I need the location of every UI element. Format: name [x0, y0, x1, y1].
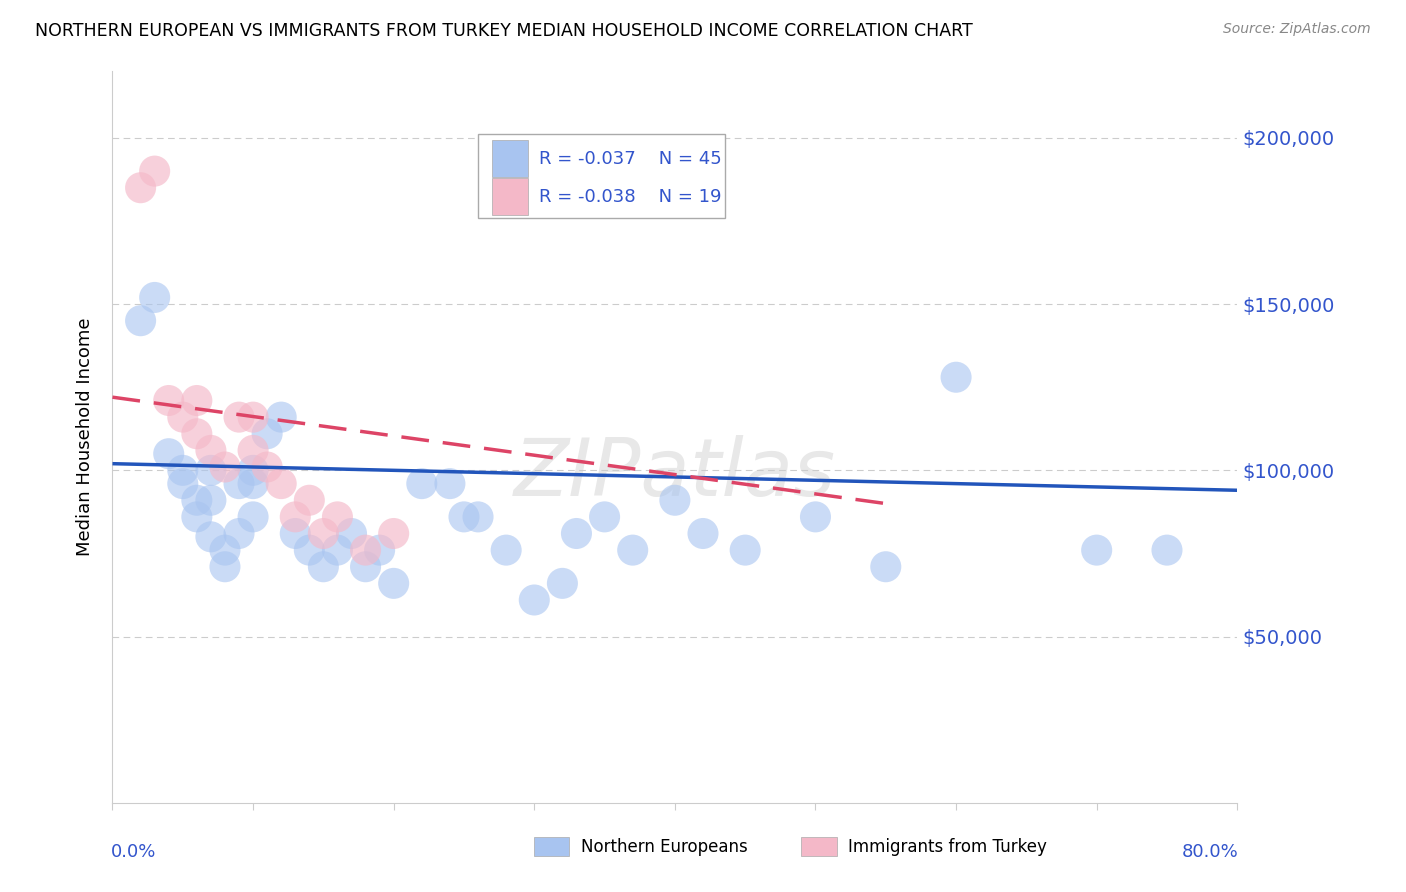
Point — [157, 393, 180, 408]
Point — [312, 526, 335, 541]
Point — [143, 164, 166, 178]
Point — [200, 493, 222, 508]
Point — [298, 543, 321, 558]
Point — [214, 460, 236, 475]
Y-axis label: Median Household Income: Median Household Income — [76, 318, 94, 557]
Point — [200, 463, 222, 477]
Point — [326, 509, 349, 524]
Text: Northern Europeans: Northern Europeans — [581, 838, 748, 855]
Point — [200, 530, 222, 544]
Point — [1085, 543, 1108, 558]
Point — [242, 443, 264, 458]
Text: Source: ZipAtlas.com: Source: ZipAtlas.com — [1223, 22, 1371, 37]
Text: 80.0%: 80.0% — [1181, 843, 1239, 861]
Point — [664, 493, 686, 508]
Point — [875, 559, 897, 574]
Point — [453, 509, 475, 524]
Text: R = -0.038    N = 19: R = -0.038 N = 19 — [538, 187, 721, 206]
FancyBboxPatch shape — [478, 134, 725, 218]
Point — [439, 476, 461, 491]
Point — [228, 410, 250, 425]
Text: R = -0.037    N = 45: R = -0.037 N = 45 — [538, 150, 721, 168]
Point — [312, 559, 335, 574]
Point — [256, 460, 278, 475]
Point — [129, 180, 152, 194]
Point — [200, 443, 222, 458]
Point — [593, 509, 616, 524]
Point — [242, 476, 264, 491]
Point — [326, 543, 349, 558]
Point — [228, 476, 250, 491]
FancyBboxPatch shape — [492, 140, 527, 177]
Text: Immigrants from Turkey: Immigrants from Turkey — [848, 838, 1046, 855]
Point — [565, 526, 588, 541]
Point — [172, 463, 194, 477]
Point — [228, 526, 250, 541]
Point — [186, 509, 208, 524]
Text: 0.0%: 0.0% — [111, 843, 156, 861]
Point — [143, 290, 166, 304]
Point — [804, 509, 827, 524]
Point — [382, 526, 405, 541]
Point — [214, 543, 236, 558]
Point — [172, 476, 194, 491]
Point — [551, 576, 574, 591]
Point — [368, 543, 391, 558]
Point — [186, 426, 208, 441]
Point — [284, 526, 307, 541]
Point — [495, 543, 517, 558]
Point — [242, 463, 264, 477]
Point — [129, 314, 152, 328]
Point — [172, 410, 194, 425]
Point — [270, 476, 292, 491]
Point — [734, 543, 756, 558]
Text: ZIPatlas: ZIPatlas — [513, 434, 837, 513]
Point — [467, 509, 489, 524]
Point — [354, 559, 377, 574]
Point — [298, 493, 321, 508]
FancyBboxPatch shape — [492, 178, 527, 215]
Point — [242, 410, 264, 425]
Point — [945, 370, 967, 384]
Text: NORTHERN EUROPEAN VS IMMIGRANTS FROM TURKEY MEDIAN HOUSEHOLD INCOME CORRELATION : NORTHERN EUROPEAN VS IMMIGRANTS FROM TUR… — [35, 22, 973, 40]
Point — [284, 509, 307, 524]
Point — [256, 426, 278, 441]
Point — [270, 410, 292, 425]
Point — [621, 543, 644, 558]
Point — [692, 526, 714, 541]
Point — [523, 593, 546, 607]
Point — [354, 543, 377, 558]
Point — [186, 393, 208, 408]
Point — [157, 447, 180, 461]
Point — [340, 526, 363, 541]
Point — [186, 493, 208, 508]
Point — [242, 509, 264, 524]
Point — [214, 559, 236, 574]
Point — [1156, 543, 1178, 558]
Point — [382, 576, 405, 591]
Point — [411, 476, 433, 491]
